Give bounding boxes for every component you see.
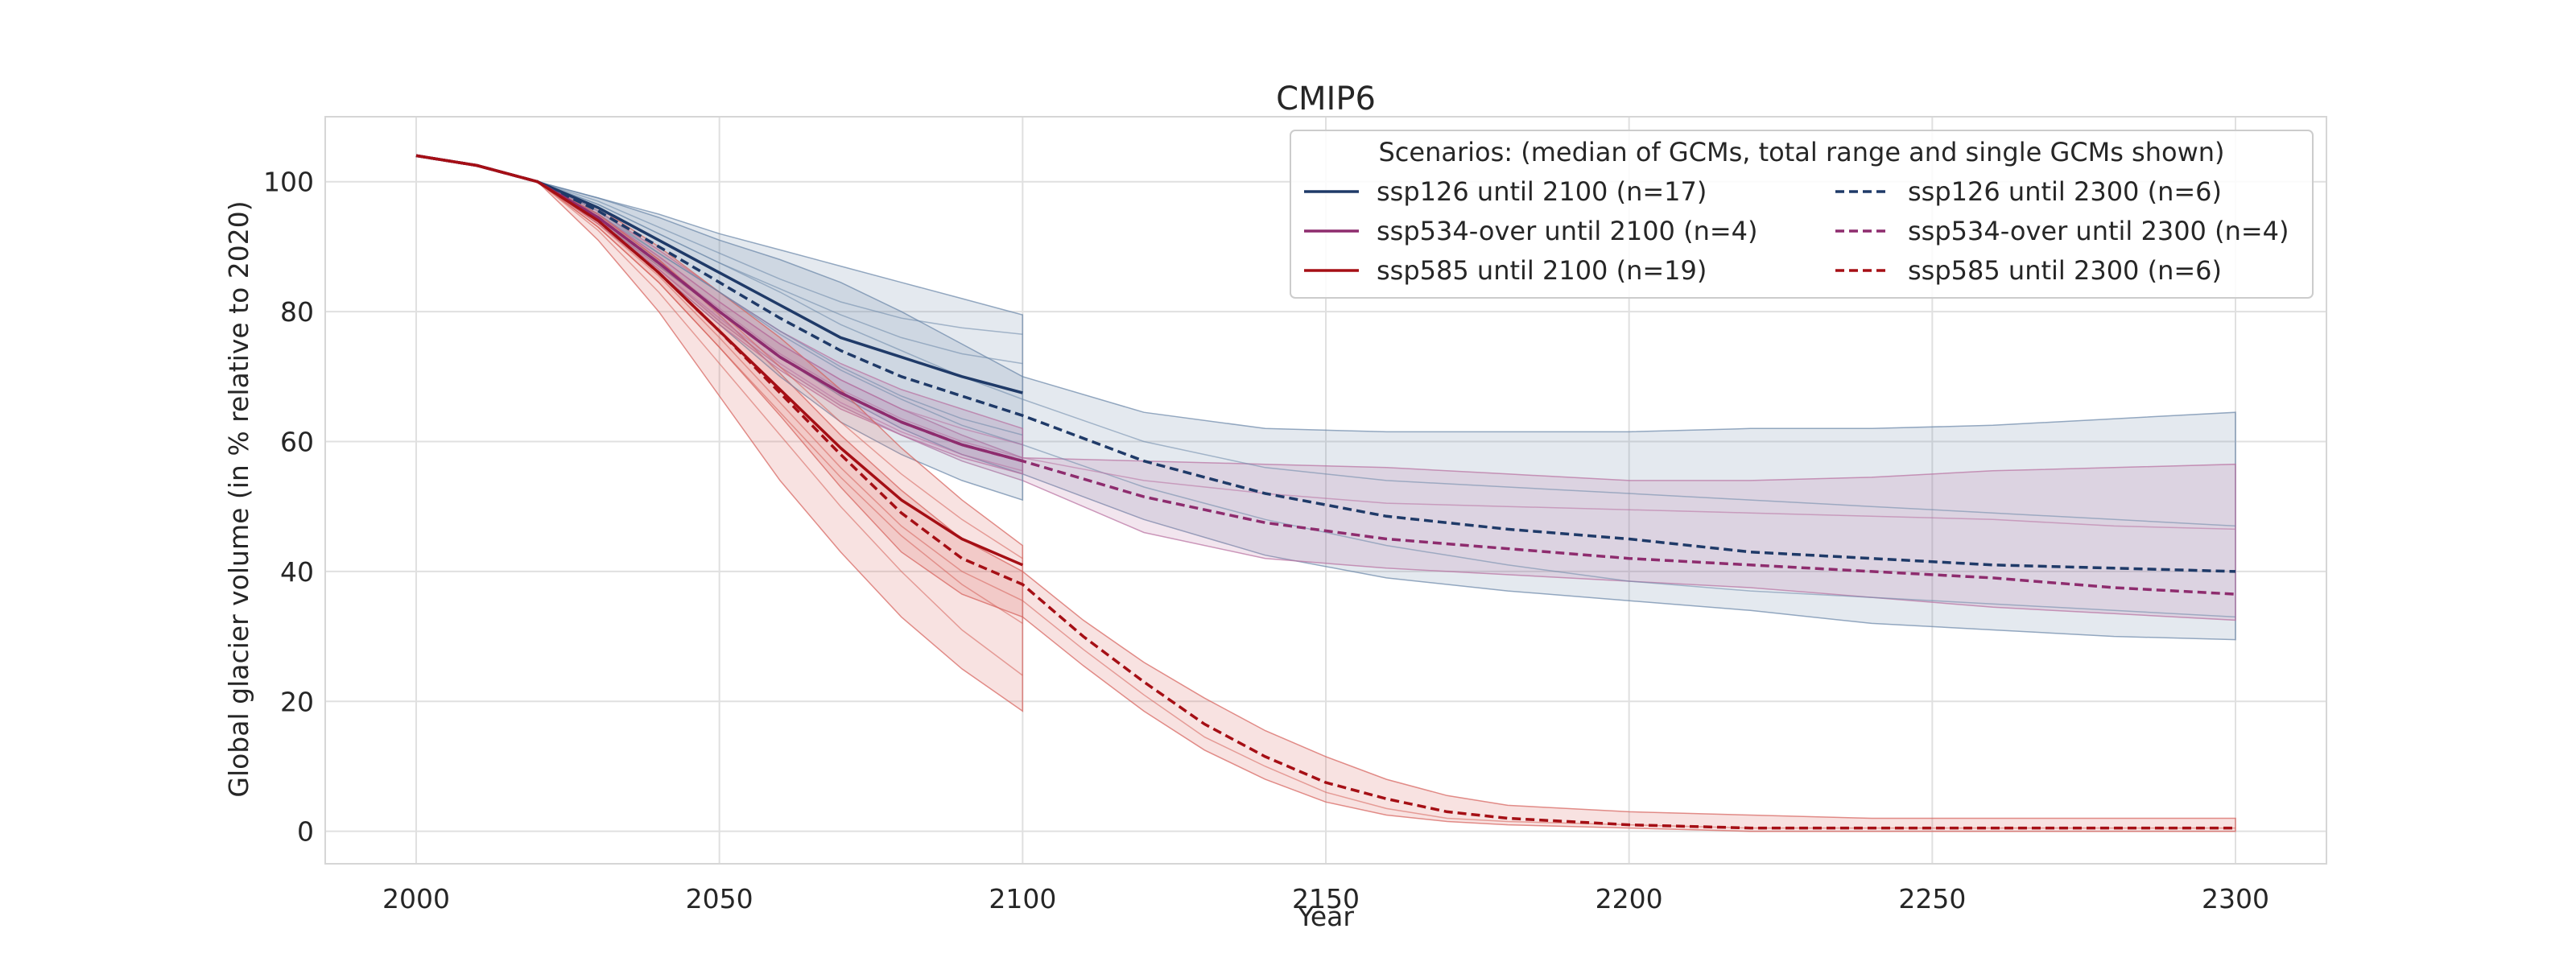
x-tick-label: 2050	[686, 883, 753, 914]
legend-label-ssp126-until-2300-n-6: ssp126 until 2300 (n=6)	[1908, 176, 2222, 207]
y-tick-label: 80	[280, 296, 314, 328]
median-line-ssp585-until-2100-n-19	[415, 154, 1023, 567]
y-tick-label: 60	[280, 426, 314, 457]
legend-label-ssp534-over-until-2300-n-4: ssp534-over until 2300 (n=4)	[1908, 216, 2289, 246]
y-tick-label: 100	[263, 167, 314, 198]
legend-label-ssp126-until-2100-n-17: ssp126 until 2100 (n=17)	[1377, 176, 1707, 207]
y-tick-label: 40	[280, 556, 314, 588]
legend-entries: ssp126 until 2100 (n=17) ssp534-over unti…	[1304, 176, 2289, 286]
legend-label-ssp585-until-2300-n-6: ssp585 until 2300 (n=6)	[1908, 255, 2222, 286]
y-tick-label: 20	[280, 686, 314, 717]
x-tick-label: 2300	[2202, 883, 2269, 914]
y-axis-label: Global glacier volume (in % relative to …	[223, 200, 254, 797]
chart-title: CMIP6	[1276, 80, 1376, 118]
legend-box	[1290, 130, 2314, 299]
x-tick-label: 2150	[1292, 883, 1360, 914]
x-tick-label: 2200	[1596, 883, 1663, 914]
x-tick-label: 2250	[1898, 883, 1966, 914]
legend: Scenarios: (median of GCMs, total range …	[1290, 130, 2314, 299]
x-tick-label: 2000	[382, 883, 450, 914]
median-line-ssp126-until-2300-n-6	[415, 154, 2236, 573]
legend-label-ssp585-until-2100-n-19: ssp585 until 2100 (n=19)	[1377, 255, 1707, 286]
y-tick-label: 0	[297, 816, 314, 848]
plot-area: 2000 2050 2100 2150 2200 2250 2300 0 20 40 60 80 100	[263, 116, 2327, 914]
x-axis-label: Year	[1297, 901, 1354, 932]
legend-label-ssp534-over-until-2100-n-4: ssp534-over until 2100 (n=4)	[1377, 216, 1758, 246]
x-tick-label: 2100	[989, 883, 1056, 914]
legend-title: Scenarios: (median of GCMs, total range …	[1378, 137, 2224, 167]
axes-frame	[324, 116, 2327, 865]
